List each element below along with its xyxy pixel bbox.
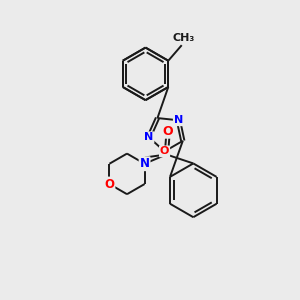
Text: O: O bbox=[163, 125, 173, 138]
Text: N: N bbox=[140, 157, 150, 170]
Text: N: N bbox=[144, 132, 154, 142]
Text: O: O bbox=[104, 178, 114, 190]
Text: CH₃: CH₃ bbox=[172, 33, 194, 43]
Text: N: N bbox=[174, 115, 183, 125]
Text: O: O bbox=[160, 146, 169, 156]
